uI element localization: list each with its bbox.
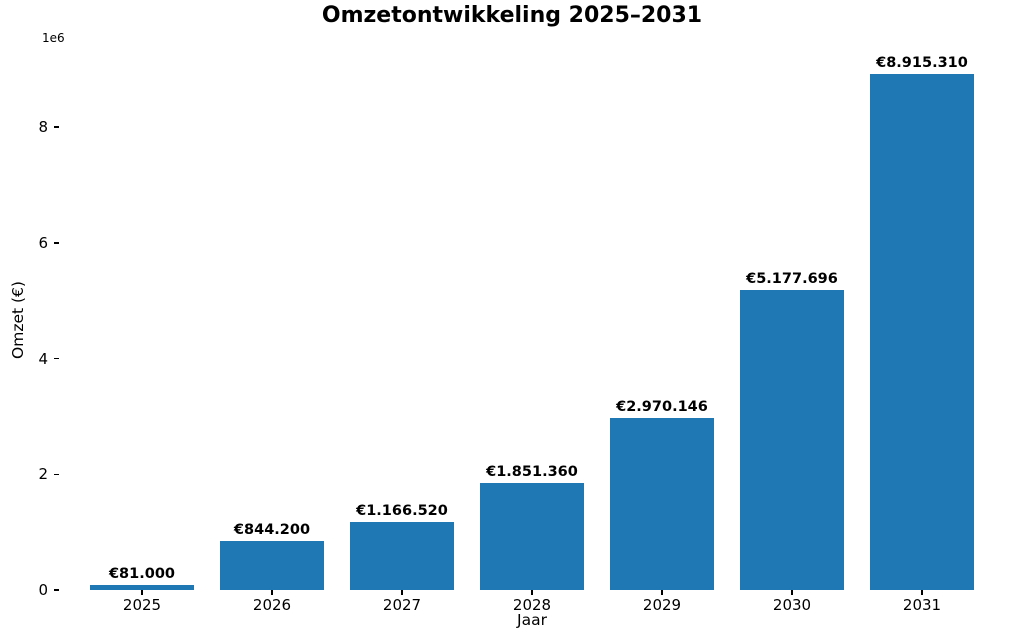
y-tick-label-8: 8 bbox=[38, 118, 48, 136]
x-tick-mark-2029 bbox=[661, 590, 663, 595]
x-tick-mark-2027 bbox=[401, 590, 403, 595]
y-tick-mark-2 bbox=[54, 473, 59, 475]
y-axis-offset-text: 1e6 bbox=[42, 31, 65, 45]
y-tick-mark-0 bbox=[54, 589, 59, 591]
x-tick-label-2030: 2030 bbox=[772, 596, 812, 614]
bar-value-label-2027: €1.166.520 bbox=[356, 503, 448, 520]
x-tick-mark-2030 bbox=[791, 590, 793, 595]
y-tick-mark-8 bbox=[54, 126, 59, 128]
bar-value-label-2026: €844.200 bbox=[233, 522, 311, 539]
x-tick-mark-2031 bbox=[921, 590, 923, 595]
y-tick-label-0: 0 bbox=[38, 581, 48, 599]
x-tick-mark-2025 bbox=[141, 590, 143, 595]
bar-2031 bbox=[870, 74, 974, 590]
y-tick-label-2: 2 bbox=[38, 465, 48, 484]
y-tick-label-4: 4 bbox=[38, 349, 48, 368]
x-tick-mark-2026 bbox=[271, 590, 273, 595]
chart-title: Omzetontwikkeling 2025–2031 bbox=[321, 3, 703, 28]
x-tick-label-2026: 2026 bbox=[252, 596, 292, 614]
x-tick-label-2031: 2031 bbox=[902, 596, 942, 614]
bar-2030 bbox=[740, 290, 844, 590]
bar-2029 bbox=[610, 418, 714, 590]
bar-2027 bbox=[350, 522, 454, 590]
bar-value-label-2028: €1.851.360 bbox=[486, 463, 578, 480]
y-tick-mark-6 bbox=[54, 242, 59, 244]
y-tick-label-6: 6 bbox=[38, 233, 48, 252]
bar-value-label-2031: €8.915.310 bbox=[876, 55, 968, 72]
bar-value-label-2025: €81.000 bbox=[108, 566, 176, 583]
y-tick-mark-4 bbox=[54, 357, 59, 360]
x-tick-label-2029: 2029 bbox=[642, 596, 682, 614]
bar-2026 bbox=[220, 541, 324, 590]
x-tick-label-2027: 2027 bbox=[382, 596, 422, 614]
bar-2028 bbox=[480, 482, 584, 590]
x-axis-label: Jaar bbox=[517, 611, 547, 629]
x-tick-label-2025: 2025 bbox=[122, 596, 162, 614]
bar-value-label-2029: €2.970.146 bbox=[616, 399, 708, 416]
bar-2025 bbox=[90, 585, 194, 590]
bar-value-label-2030: €5.177.696 bbox=[746, 271, 838, 288]
x-tick-mark-2028 bbox=[531, 590, 533, 595]
x-tick-label-2028: 2028 bbox=[512, 596, 552, 614]
